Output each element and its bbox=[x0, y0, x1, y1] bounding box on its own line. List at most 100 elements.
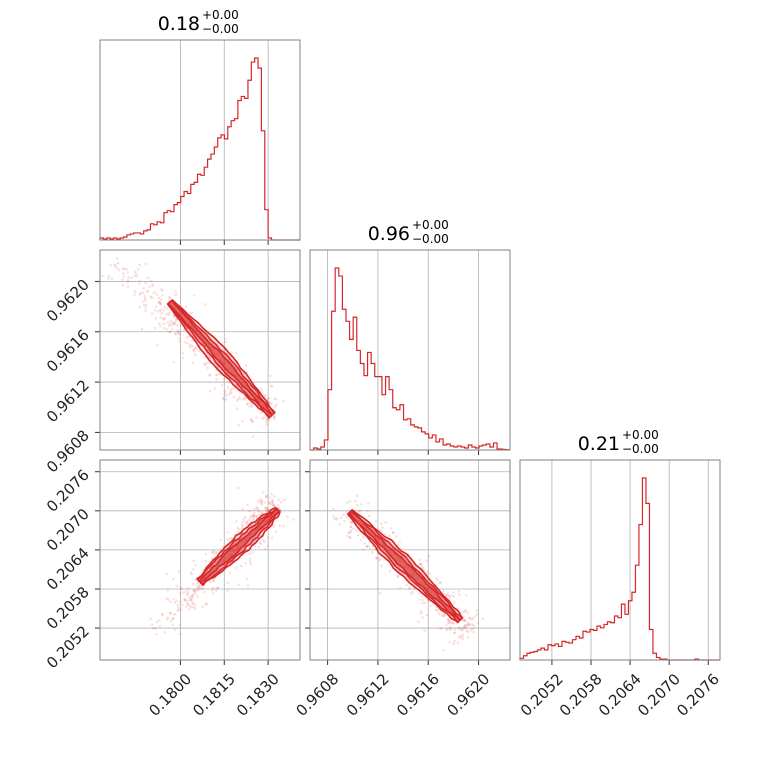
scatter-point-1-380 bbox=[155, 293, 159, 296]
scatter-point-1-297 bbox=[271, 385, 274, 388]
scatter-point-3-221 bbox=[452, 642, 455, 645]
contour-3-3 bbox=[348, 510, 461, 621]
scatter-point-1-262 bbox=[109, 263, 112, 267]
scatter-point-1-381 bbox=[122, 272, 125, 275]
scatter-point-3-210 bbox=[348, 535, 352, 539]
scatter-point-3-364 bbox=[379, 591, 382, 595]
scatter-point-2-160 bbox=[271, 499, 274, 502]
scatter-point-2-222 bbox=[271, 503, 275, 506]
scatter-point-2-129 bbox=[292, 518, 295, 521]
scatter-point-2-282 bbox=[248, 560, 252, 563]
scatter-point-1-53 bbox=[262, 416, 266, 419]
scatter-point-2-71 bbox=[259, 501, 263, 504]
y-tick-label-3-4: 0.2076 bbox=[43, 466, 93, 516]
scatter-point-2-196 bbox=[190, 598, 194, 601]
scatter-point-2-180 bbox=[282, 524, 285, 528]
scatter-point-3-13 bbox=[349, 530, 352, 534]
scatter-point-2-314 bbox=[193, 589, 196, 592]
scatter-point-1-259 bbox=[265, 418, 268, 421]
scatter-point-2-261 bbox=[150, 623, 154, 626]
scatter-panel-3 bbox=[305, 459, 511, 665]
scatter-point-3-324 bbox=[447, 620, 450, 623]
scatter-point-3-246 bbox=[384, 532, 387, 536]
scatter-point-1-94 bbox=[161, 289, 164, 292]
scatter-point-2-110 bbox=[277, 506, 281, 510]
y-tick-label-3-2: 0.2064 bbox=[43, 544, 93, 594]
scatter-point-2-372 bbox=[252, 514, 255, 518]
scatter-point-1-15 bbox=[264, 394, 267, 397]
scatter-point-1-22 bbox=[172, 322, 176, 325]
scatter-point-2-318 bbox=[252, 518, 256, 522]
scatter-point-2-121 bbox=[196, 588, 199, 592]
scatter-point-2-38 bbox=[268, 496, 272, 500]
hist-frame-1-bg bbox=[100, 40, 300, 240]
scatter-point-2-240 bbox=[193, 603, 197, 606]
scatter-point-2-176 bbox=[259, 542, 263, 546]
scatter-point-1-62 bbox=[169, 319, 173, 323]
contour-1-3 bbox=[167, 299, 273, 416]
scatter-point-1-237 bbox=[229, 391, 233, 395]
scatter-point-3-405 bbox=[471, 627, 475, 631]
scatter-point-3-157 bbox=[444, 594, 448, 597]
scatter-point-1-369 bbox=[178, 336, 181, 340]
scatter-point-3-15 bbox=[435, 576, 438, 580]
scatter-point-2-17 bbox=[245, 521, 248, 524]
scatter-point-2-43 bbox=[216, 586, 220, 590]
scatter-point-1-302 bbox=[162, 322, 166, 325]
scatter-point-3-146 bbox=[458, 593, 461, 597]
scatter-point-2-79 bbox=[236, 526, 239, 530]
scatter-point-2-377 bbox=[270, 492, 274, 496]
scatter-point-1-184 bbox=[158, 324, 162, 328]
scatter-point-3-178 bbox=[445, 628, 448, 632]
scatter-point-3-139 bbox=[425, 559, 428, 562]
scatter-point-3-173 bbox=[460, 628, 464, 632]
scatter-point-2-334 bbox=[187, 586, 190, 590]
scatter-point-2-273 bbox=[155, 632, 158, 636]
scatter-point-1-173 bbox=[126, 285, 130, 288]
scatter-point-2-390 bbox=[265, 506, 268, 509]
scatter-point-1-346 bbox=[208, 374, 212, 377]
scatter-point-3-188 bbox=[348, 500, 352, 503]
scatter-point-3-183 bbox=[349, 529, 353, 532]
scatter-point-3-82 bbox=[349, 521, 353, 525]
scatter-point-3-237 bbox=[360, 503, 363, 506]
scatter-point-1-205 bbox=[243, 396, 247, 399]
scatter-point-1-243 bbox=[148, 285, 151, 288]
scatter-point-1-23 bbox=[144, 262, 148, 265]
scatter-point-3-404 bbox=[343, 519, 346, 523]
scatter-point-2-234 bbox=[283, 498, 286, 502]
scatter-point-2-242 bbox=[255, 514, 258, 518]
scatter-point-3-159 bbox=[376, 556, 379, 560]
scatter-point-3-106 bbox=[465, 629, 469, 633]
scatter-point-1-197 bbox=[224, 340, 227, 344]
scatter-point-1-307 bbox=[245, 403, 249, 406]
scatter-point-2-114 bbox=[169, 611, 172, 615]
scatter-point-2-35 bbox=[214, 551, 217, 555]
scatter-point-3-192 bbox=[471, 617, 475, 620]
scatter-point-1-277 bbox=[273, 414, 276, 418]
scatter-point-3-337 bbox=[458, 626, 461, 629]
y-tick-label-2-0: 0.9608 bbox=[43, 426, 93, 476]
scatter-point-1-231 bbox=[265, 423, 269, 426]
scatter-point-1-129 bbox=[160, 311, 163, 315]
scatter-point-2-69 bbox=[194, 592, 197, 595]
scatter-point-1-242 bbox=[164, 317, 167, 320]
scatter-point-2-304 bbox=[278, 524, 281, 528]
scatter-point-1-319 bbox=[160, 287, 163, 291]
scatter-point-3-287 bbox=[464, 626, 468, 630]
scatter-point-3-242 bbox=[466, 623, 469, 626]
scatter-point-1-410 bbox=[259, 411, 263, 414]
scatter-point-3-45 bbox=[379, 557, 382, 560]
scatter-point-3-89 bbox=[396, 574, 400, 578]
scatter-point-1-391 bbox=[275, 397, 278, 401]
scatter-point-1-296 bbox=[172, 360, 176, 364]
scatter-point-1-317 bbox=[235, 351, 238, 355]
scatter-point-1-417 bbox=[161, 294, 164, 297]
scatter-point-2-271 bbox=[176, 609, 180, 612]
hist-panel-2 bbox=[309, 249, 511, 455]
scatter-point-2-104 bbox=[212, 579, 215, 582]
scatter-point-2-26 bbox=[236, 530, 240, 534]
scatter-point-1-379 bbox=[156, 344, 159, 347]
scatter-point-1-267 bbox=[167, 311, 171, 314]
hist-title-3: 0.21 +0.00−0.00 bbox=[578, 428, 659, 456]
